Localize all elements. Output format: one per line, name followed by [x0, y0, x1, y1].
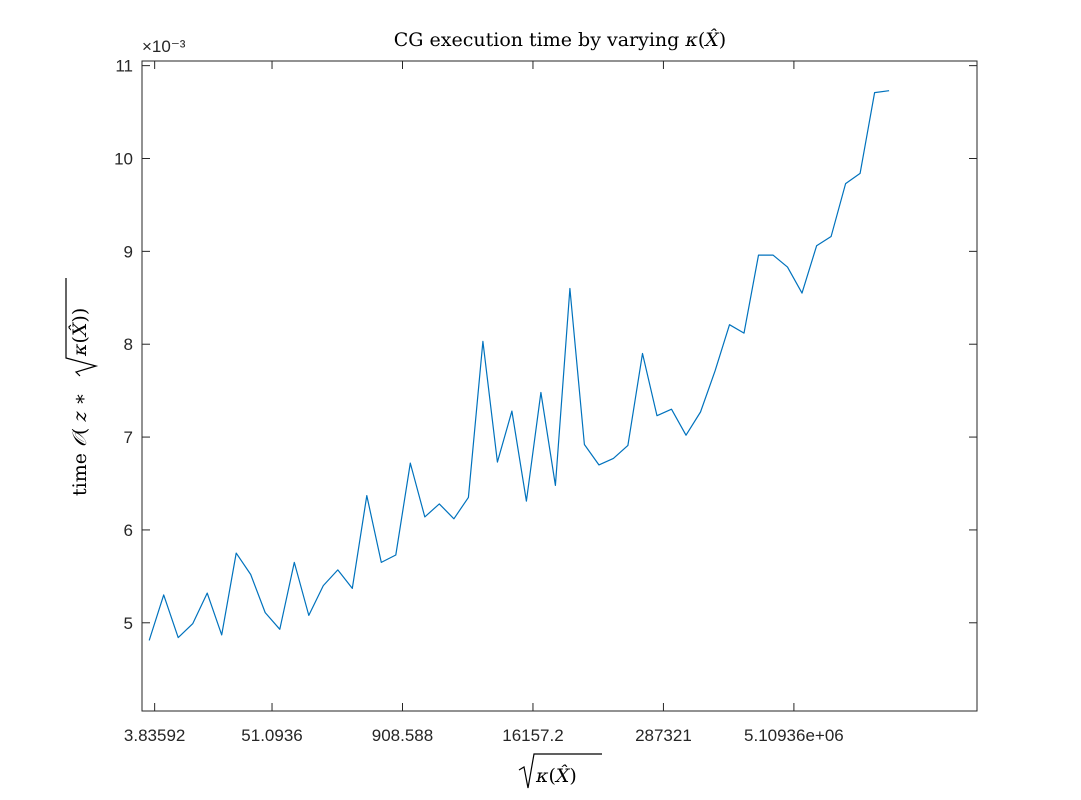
series-line-group — [148, 90, 890, 641]
y-tick-label: 8 — [124, 335, 133, 354]
series-line — [148, 90, 890, 641]
y-tick-label: 9 — [124, 242, 133, 261]
y-tick-label: 11 — [115, 57, 133, 76]
plot-area — [142, 61, 977, 711]
x-tick-label: 5.10936e+06 — [744, 726, 844, 745]
y-tick-label: 5 — [124, 614, 133, 633]
y-tick-label: 6 — [124, 521, 133, 540]
svg-text:time 𝒪( z ∗: time 𝒪( z ∗ — [69, 393, 91, 496]
svg-text:κ(X̂): κ(X̂) — [535, 765, 577, 787]
x-axis-label: κ(X̂) — [518, 753, 602, 789]
x-tick-label: 16157.2 — [502, 726, 563, 745]
x-tick-label: 287321 — [635, 726, 692, 745]
svg-text:CG execution time by varying κ: CG execution time by varying κ(X̂) — [394, 29, 726, 51]
svg-text:κ(X̂)): κ(X̂)) — [69, 308, 91, 357]
x-tick-label: 51.0936 — [241, 726, 302, 745]
x-tick-label: 3.83592 — [124, 726, 185, 745]
y-exponent-label: ×10⁻³ — [142, 37, 186, 56]
x-tick-label: 908.588 — [372, 726, 433, 745]
y-axis-label: time 𝒪( z ∗ κ(X̂)) — [65, 278, 99, 496]
chart-title-math: κ — [684, 29, 698, 51]
x-label-radical — [518, 753, 602, 789]
y-tick-label: 7 — [124, 428, 133, 447]
x-axis-ticks: 3.83592 51.0936 908.588 16157.2 287321 5.1093… — [124, 61, 844, 745]
y-axis-ticks: 5 6 7 8 9 10 11 — [114, 57, 977, 633]
plot-frame — [141, 60, 978, 712]
y-tick-label: 10 — [114, 150, 133, 169]
chart-title-text: CG execution time by varying — [394, 29, 686, 51]
chart-title: CG execution time by varying κ(X̂) — [394, 29, 726, 51]
